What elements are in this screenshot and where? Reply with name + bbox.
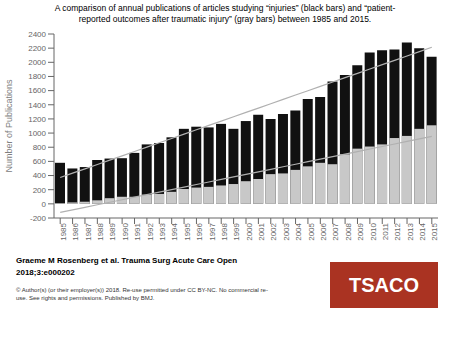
html-text:© Author(s) (or their employer: © Author(s) (or their employer(s)) 2018.… bbox=[16, 287, 268, 301]
svg-text:0: 0 bbox=[42, 200, 47, 209]
svg-text:1994: 1994 bbox=[170, 222, 179, 240]
svg-text:2010: 2010 bbox=[369, 222, 378, 240]
svg-text:2012: 2012 bbox=[393, 222, 402, 240]
svg-text:1200: 1200 bbox=[28, 115, 46, 124]
html-text:Graeme M Rosenberg et al. Trau: Graeme M Rosenberg et al. Trauma Surg Ac… bbox=[16, 256, 238, 265]
svg-text:1000: 1000 bbox=[28, 129, 46, 138]
svg-text:1996: 1996 bbox=[195, 222, 204, 240]
svg-text:1600: 1600 bbox=[28, 86, 46, 95]
svg-text:1988: 1988 bbox=[96, 222, 105, 240]
svg-text:2014: 2014 bbox=[418, 222, 427, 240]
svg-text:2002: 2002 bbox=[269, 222, 278, 240]
svg-text:1400: 1400 bbox=[28, 101, 46, 110]
svg-text:1997: 1997 bbox=[208, 222, 217, 240]
svg-text:2001: 2001 bbox=[257, 222, 266, 240]
svg-text:2009: 2009 bbox=[356, 222, 365, 240]
svg-text:2011: 2011 bbox=[381, 222, 390, 240]
svg-text:800: 800 bbox=[33, 143, 47, 152]
svg-text:1987: 1987 bbox=[84, 222, 93, 240]
svg-text:2013: 2013 bbox=[406, 222, 415, 240]
svg-text:1993: 1993 bbox=[158, 222, 167, 240]
svg-text:2007: 2007 bbox=[331, 222, 340, 240]
svg-text:1989: 1989 bbox=[108, 222, 117, 240]
svg-text:1985: 1985 bbox=[59, 222, 68, 240]
svg-text:2006: 2006 bbox=[319, 222, 328, 240]
svg-text:1998: 1998 bbox=[220, 222, 229, 240]
svg-text:2015: 2015 bbox=[430, 222, 439, 240]
html-text:A comparison of annual publica: A comparison of annual publications of a… bbox=[54, 3, 396, 13]
svg-text:2005: 2005 bbox=[307, 222, 316, 240]
svg-text:2003: 2003 bbox=[282, 222, 291, 240]
svg-text:1995: 1995 bbox=[183, 222, 192, 240]
svg-text:2000: 2000 bbox=[28, 58, 46, 67]
svg-text:2400: 2400 bbox=[28, 30, 46, 39]
svg-text:1800: 1800 bbox=[28, 72, 46, 81]
svg-text:1992: 1992 bbox=[146, 222, 155, 240]
svg-text:2200: 2200 bbox=[28, 44, 46, 53]
svg-text:-200: -200 bbox=[30, 214, 47, 223]
svg-text:2004: 2004 bbox=[294, 222, 303, 240]
svg-text:400: 400 bbox=[33, 171, 47, 180]
svg-text:1986: 1986 bbox=[71, 222, 80, 240]
svg-text:1990: 1990 bbox=[121, 222, 130, 240]
html-text:TSACO: TSACO bbox=[349, 273, 419, 296]
svg-text:2008: 2008 bbox=[344, 222, 353, 240]
svg-text:1999: 1999 bbox=[232, 222, 241, 240]
svg-text:Number of Publications: Number of Publications bbox=[8, 79, 14, 173]
svg-text:2000: 2000 bbox=[245, 222, 254, 240]
html-text:reported outcomes after trauma: reported outcomes after traumatic injury… bbox=[78, 14, 372, 24]
svg-text:600: 600 bbox=[33, 157, 47, 166]
svg-text:200: 200 bbox=[33, 186, 47, 195]
svg-text:1991: 1991 bbox=[133, 222, 142, 240]
html-text:2018;3:e000202: 2018;3:e000202 bbox=[16, 268, 75, 277]
